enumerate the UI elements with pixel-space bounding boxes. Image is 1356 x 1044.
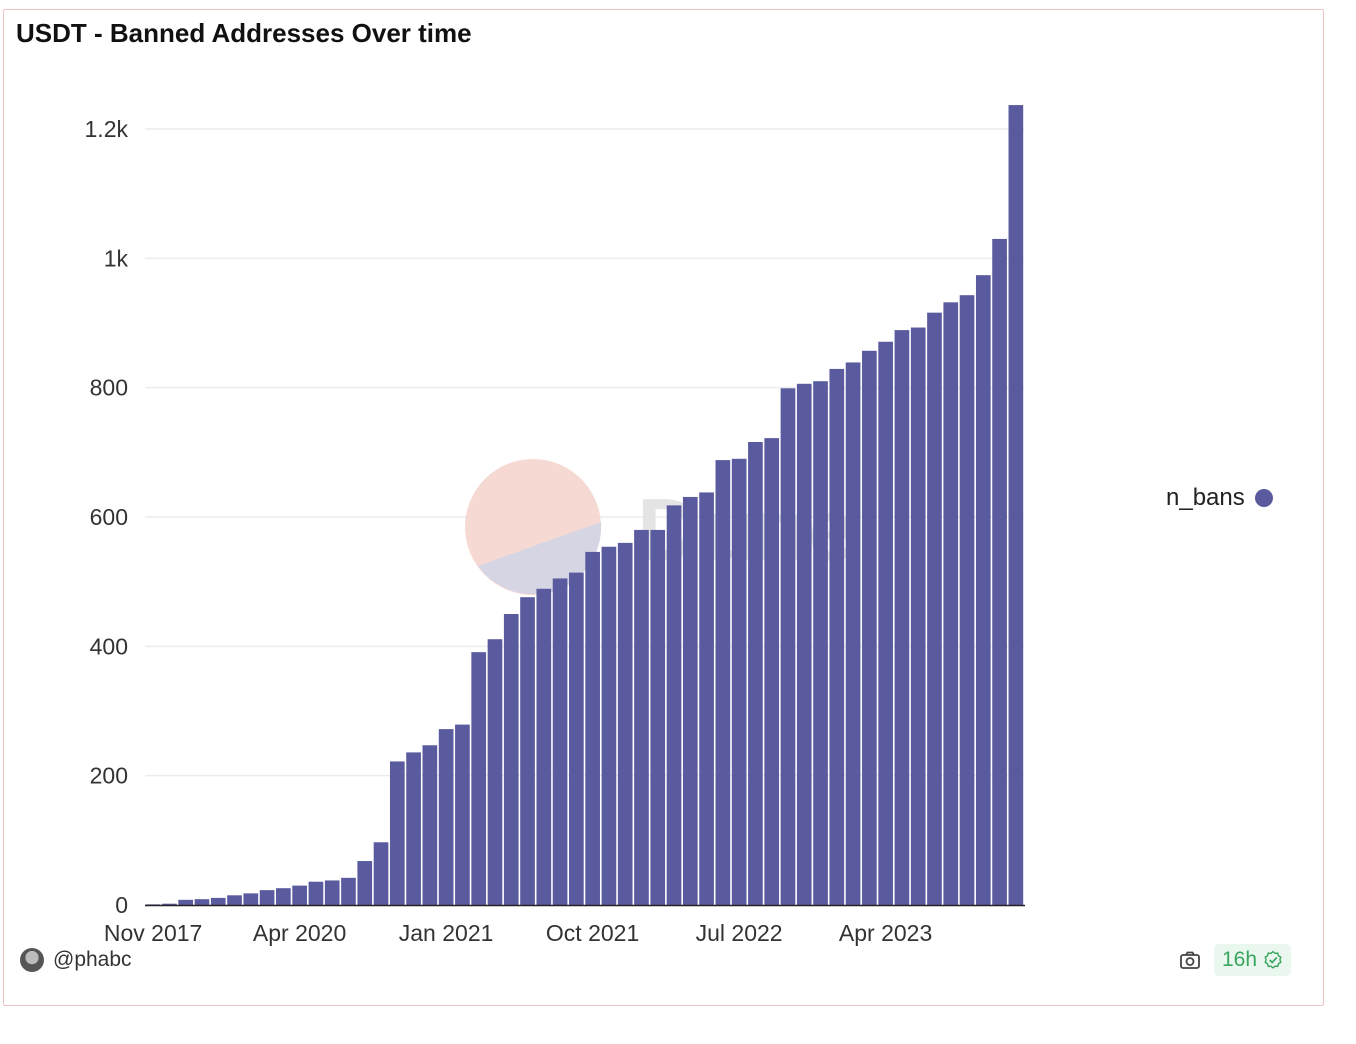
bar[interactable] <box>194 899 210 905</box>
bar[interactable] <box>308 881 324 905</box>
bar[interactable] <box>210 897 226 905</box>
bar[interactable] <box>813 381 828 905</box>
refresh-badge[interactable]: 16h <box>1214 944 1292 976</box>
legend-dot-icon <box>1254 489 1273 507</box>
bar[interactable] <box>878 341 893 905</box>
bar[interactable] <box>487 639 503 905</box>
y-tick-label: 400 <box>90 633 128 659</box>
bar[interactable] <box>715 460 731 905</box>
x-tick-label: Nov 2017 <box>104 920 202 946</box>
chart-title: USDT - Banned Addresses Over time <box>16 18 472 48</box>
bar[interactable] <box>601 546 617 905</box>
bar[interactable] <box>829 368 845 905</box>
x-tick-label: Oct 2021 <box>546 920 639 946</box>
x-tick-label: Jul 2022 <box>696 920 783 946</box>
bar[interactable] <box>731 458 747 905</box>
bar[interactable] <box>748 441 763 905</box>
x-axis-ticks: Nov 2017 Apr 2020 Jan 2021 Oct 2021 Jul 2022… <box>104 920 932 946</box>
bar[interactable] <box>910 327 926 905</box>
bar[interactable] <box>862 350 877 905</box>
bar[interactable] <box>178 899 194 905</box>
x-tick-label: Apr 2023 <box>839 920 932 946</box>
bar[interactable] <box>634 529 649 905</box>
author[interactable]: @phabc <box>20 948 132 972</box>
bar[interactable] <box>959 295 975 905</box>
bar[interactable] <box>341 877 356 905</box>
bar[interactable] <box>471 652 487 905</box>
bar[interactable] <box>975 275 991 905</box>
bar[interactable] <box>927 312 942 905</box>
bar[interactable] <box>943 302 959 905</box>
bar[interactable] <box>780 388 796 905</box>
camera-icon[interactable] <box>1178 948 1202 972</box>
y-tick-label: 600 <box>90 504 128 530</box>
bar[interactable] <box>292 885 307 905</box>
y-tick-label: 1k <box>104 245 129 271</box>
bar[interactable] <box>357 861 373 905</box>
legend[interactable]: n_bans <box>1166 484 1273 512</box>
bar[interactable] <box>894 330 910 905</box>
bar[interactable] <box>1008 105 1024 905</box>
bar[interactable] <box>796 383 812 905</box>
x-tick-label: Apr 2020 <box>253 920 346 946</box>
bar[interactable] <box>406 752 421 905</box>
bar[interactable] <box>682 496 698 905</box>
bar[interactable] <box>845 362 861 905</box>
y-tick-label: 0 <box>115 892 128 918</box>
check-circle-icon <box>1264 950 1282 969</box>
bar[interactable] <box>569 572 584 905</box>
bar[interactable] <box>503 614 519 905</box>
avatar <box>20 948 44 972</box>
bar[interactable] <box>422 745 438 905</box>
author-handle: @phabc <box>53 948 132 971</box>
bar[interactable] <box>276 888 291 905</box>
x-tick-label: Jan 2021 <box>399 920 494 946</box>
bar[interactable] <box>259 890 275 905</box>
bar[interactable] <box>227 895 242 905</box>
bar[interactable] <box>650 529 666 905</box>
y-tick-label: 800 <box>90 375 128 401</box>
bar[interactable] <box>438 729 454 905</box>
legend-label: n_bans <box>1166 484 1245 511</box>
bar[interactable] <box>389 761 405 905</box>
footer-controls: 16h <box>1178 944 1292 976</box>
bar[interactable] <box>162 903 177 905</box>
y-tick-label: 200 <box>90 763 128 789</box>
bar[interactable] <box>764 438 780 905</box>
bar[interactable] <box>585 551 600 905</box>
bar[interactable] <box>699 492 714 905</box>
refresh-time: 16h <box>1222 948 1258 971</box>
bar[interactable] <box>243 893 259 905</box>
bar[interactable] <box>992 238 1007 905</box>
y-tick-label: 1.2k <box>85 116 129 142</box>
bar[interactable] <box>617 542 633 905</box>
bar[interactable] <box>373 842 389 905</box>
bar[interactable] <box>455 724 470 905</box>
bar[interactable] <box>324 880 340 905</box>
bar[interactable] <box>520 597 535 905</box>
bar[interactable] <box>536 588 552 905</box>
y-axis-ticks: 0 200 400 600 800 1k 1.2k <box>85 116 129 918</box>
bars <box>145 105 1024 906</box>
bar[interactable] <box>666 505 682 905</box>
bar[interactable] <box>552 578 568 905</box>
